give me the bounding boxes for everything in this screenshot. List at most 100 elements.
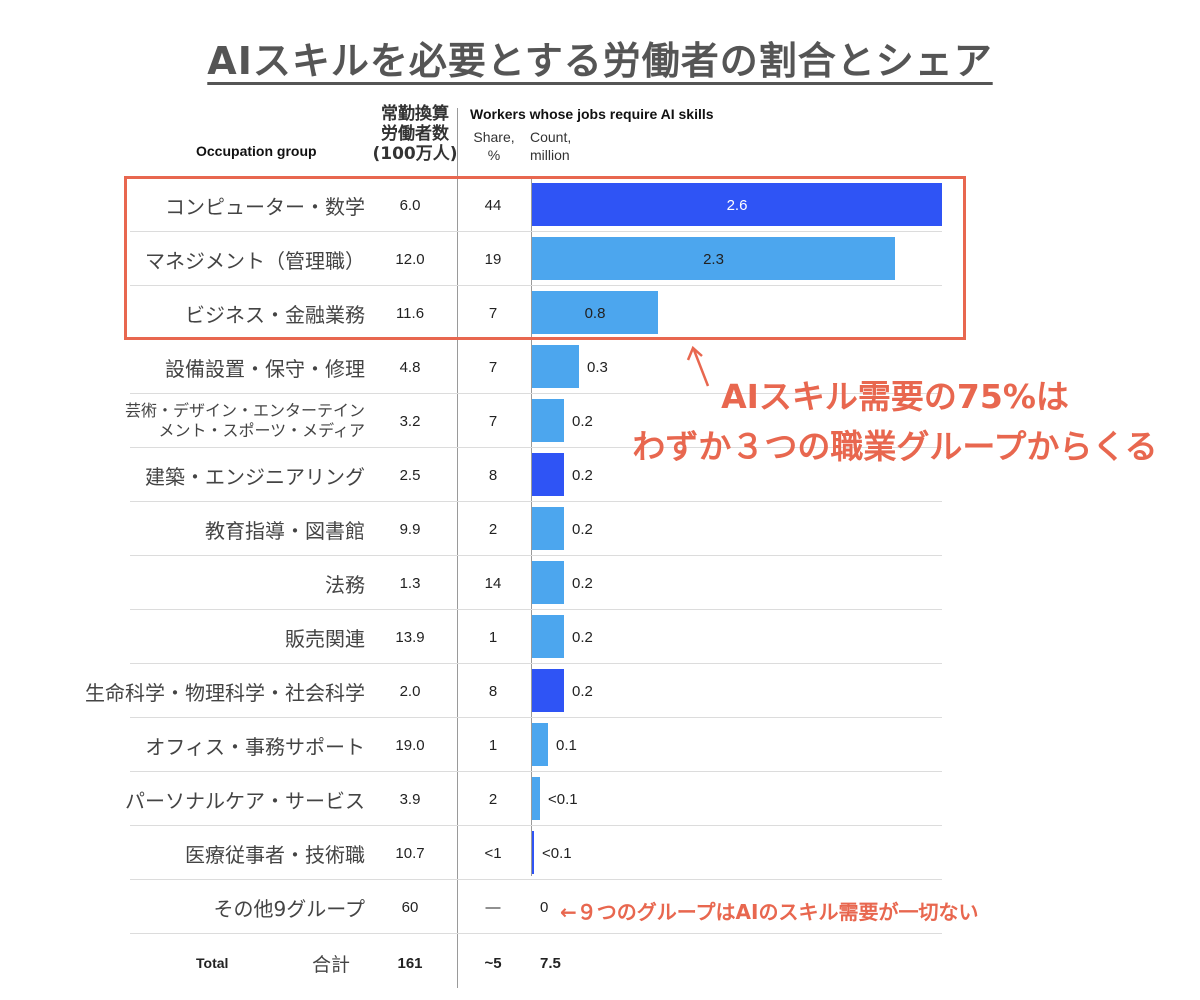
- count-bar: [532, 237, 895, 280]
- chart-row: 販売関連 13.9 1 0.2: [0, 610, 1200, 664]
- share-value: 44: [484, 196, 502, 214]
- occupation-label: 販売関連: [285, 626, 365, 651]
- fte-value: 10.7: [395, 844, 425, 862]
- row-divider: [130, 231, 942, 232]
- count-bar: [532, 291, 658, 334]
- fte-header-line: 労働者数: [381, 124, 449, 144]
- count-bar: [532, 615, 564, 658]
- chart-row: 教育指導・図書館 9.9 2 0.2: [0, 502, 1200, 556]
- occupation-label: マネジメント（管理職）: [145, 248, 365, 273]
- share-value: 8: [488, 682, 498, 700]
- row-divider: [130, 879, 942, 880]
- chart-row: オフィス・事務サポート 19.0 1 0.1: [0, 718, 1200, 772]
- row-divider: [130, 501, 942, 502]
- fte-header-line: (100万人): [372, 144, 458, 164]
- occupation-label: オフィス・事務サポート: [145, 734, 365, 759]
- chart-row: マネジメント（管理職） 12.0 19 2.3: [0, 232, 1200, 286]
- count-label: 0: [540, 898, 549, 916]
- share-value: 7: [488, 304, 498, 322]
- occupation-label: ビジネス・金融業務: [185, 302, 365, 327]
- total-row: Total 合計 161 ~5 7.5: [0, 946, 1200, 1000]
- other-groups-note: ←９つのグループはAIのスキル需要が一切ない: [560, 899, 979, 924]
- workers-header: Workers whose jobs require AI skills: [470, 106, 714, 122]
- row-divider: [130, 447, 942, 448]
- count-bar: [532, 183, 942, 226]
- count-bar: [532, 345, 579, 388]
- count-bar: [532, 723, 548, 766]
- chart-row: 芸術・デザイン・エンターテイン メント・スポーツ・メディア 3.2 7 0.2: [0, 394, 1200, 448]
- row-divider: [130, 933, 942, 934]
- row-divider: [130, 285, 942, 286]
- fte-value: 9.9: [399, 520, 421, 538]
- row-divider: [130, 771, 942, 772]
- count-label: 0.2: [572, 574, 593, 592]
- count-label: 0.2: [572, 628, 593, 646]
- share-value: 7: [488, 412, 498, 430]
- chart-row: 設備設置・保守・修理 4.8 7 0.3: [0, 340, 1200, 394]
- fte-header: 常勤換算 労働者数 (100万人): [360, 104, 470, 164]
- chart-row: 法務 1.3 14 0.2: [0, 556, 1200, 610]
- count-header-line: million: [530, 147, 570, 163]
- fte-value: 19.0: [395, 736, 425, 754]
- count-label: 0.3: [587, 358, 608, 376]
- row-divider: [130, 393, 942, 394]
- fte-value: 3.9: [399, 790, 421, 808]
- occupation-label: コンピューター・数学: [165, 194, 365, 219]
- chart-row: パーソナルケア・サービス 3.9 2 <0.1: [0, 772, 1200, 826]
- callout-line-1: AIスキル需要の75%は: [721, 377, 1069, 416]
- share-value: 2: [488, 790, 498, 808]
- occupation-label: 教育指導・図書館: [205, 518, 365, 543]
- count-label: 0.1: [556, 736, 577, 754]
- fte-value: 11.6: [395, 304, 425, 322]
- count-bar: [532, 453, 564, 496]
- count-label: 2.6: [726, 196, 748, 214]
- fte-value: 60: [401, 898, 419, 916]
- count-bar: [532, 777, 540, 820]
- fte-value: 13.9: [395, 628, 425, 646]
- fte-value: 1.3: [399, 574, 421, 592]
- callout-arrow-icon: [686, 345, 710, 387]
- fte-value: 2.0: [399, 682, 421, 700]
- share-value: <1: [484, 844, 502, 862]
- occupation-label: その他9グループ: [213, 896, 365, 921]
- row-divider: [130, 825, 942, 826]
- occupation-label: 生命科学・物理科学・社会科学: [85, 680, 365, 705]
- row-divider: [130, 663, 942, 664]
- occupation-label: 建築・エンジニアリング: [145, 464, 365, 489]
- total-label-ja: 合計: [312, 953, 351, 976]
- share-value: 8: [488, 466, 498, 484]
- total-share: ~5: [484, 954, 502, 972]
- share-value: 2: [488, 520, 498, 538]
- total-label-en: Total: [196, 955, 229, 971]
- count-header: Count, million: [530, 128, 571, 164]
- bar-axis-line: [531, 176, 532, 876]
- total-fte: 161: [397, 954, 423, 972]
- count-bar: [532, 399, 564, 442]
- row-divider: [130, 717, 942, 718]
- row-divider: [130, 609, 942, 610]
- occupation-label: パーソナルケア・サービス: [125, 788, 365, 813]
- fte-header-line: 常勤換算: [381, 104, 449, 124]
- count-label: 0.2: [572, 682, 593, 700]
- count-label: <0.1: [548, 790, 578, 808]
- share-header-line: %: [487, 147, 501, 163]
- chart-row: 医療従事者・技術職 10.7 <1 <0.1: [0, 826, 1200, 880]
- share-value: 14: [484, 574, 502, 592]
- share-value: 19: [484, 250, 502, 268]
- count-label: 0.2: [572, 466, 593, 484]
- row-divider: [130, 555, 942, 556]
- fte-value: 4.8: [399, 358, 421, 376]
- share-header-line: Share,: [473, 129, 515, 145]
- occupation-label: 芸術・デザイン・エンターテイン メント・スポーツ・メディア: [124, 401, 365, 440]
- count-label: 2.3: [703, 250, 724, 268]
- count-bar: [532, 561, 564, 604]
- share-value: —: [485, 898, 501, 916]
- chart-title: AIスキルを必要とする労働者の割合とシェア: [207, 39, 993, 83]
- callout-line-2: わずか３つの職業グループからくる: [632, 427, 1158, 466]
- share-value: 7: [488, 358, 498, 376]
- occupation-label: 法務: [325, 572, 365, 597]
- fte-value: 12.0: [395, 250, 425, 268]
- top-three-highlight-box: [124, 176, 966, 340]
- count-bar: [532, 669, 564, 712]
- count-bar: [532, 831, 534, 874]
